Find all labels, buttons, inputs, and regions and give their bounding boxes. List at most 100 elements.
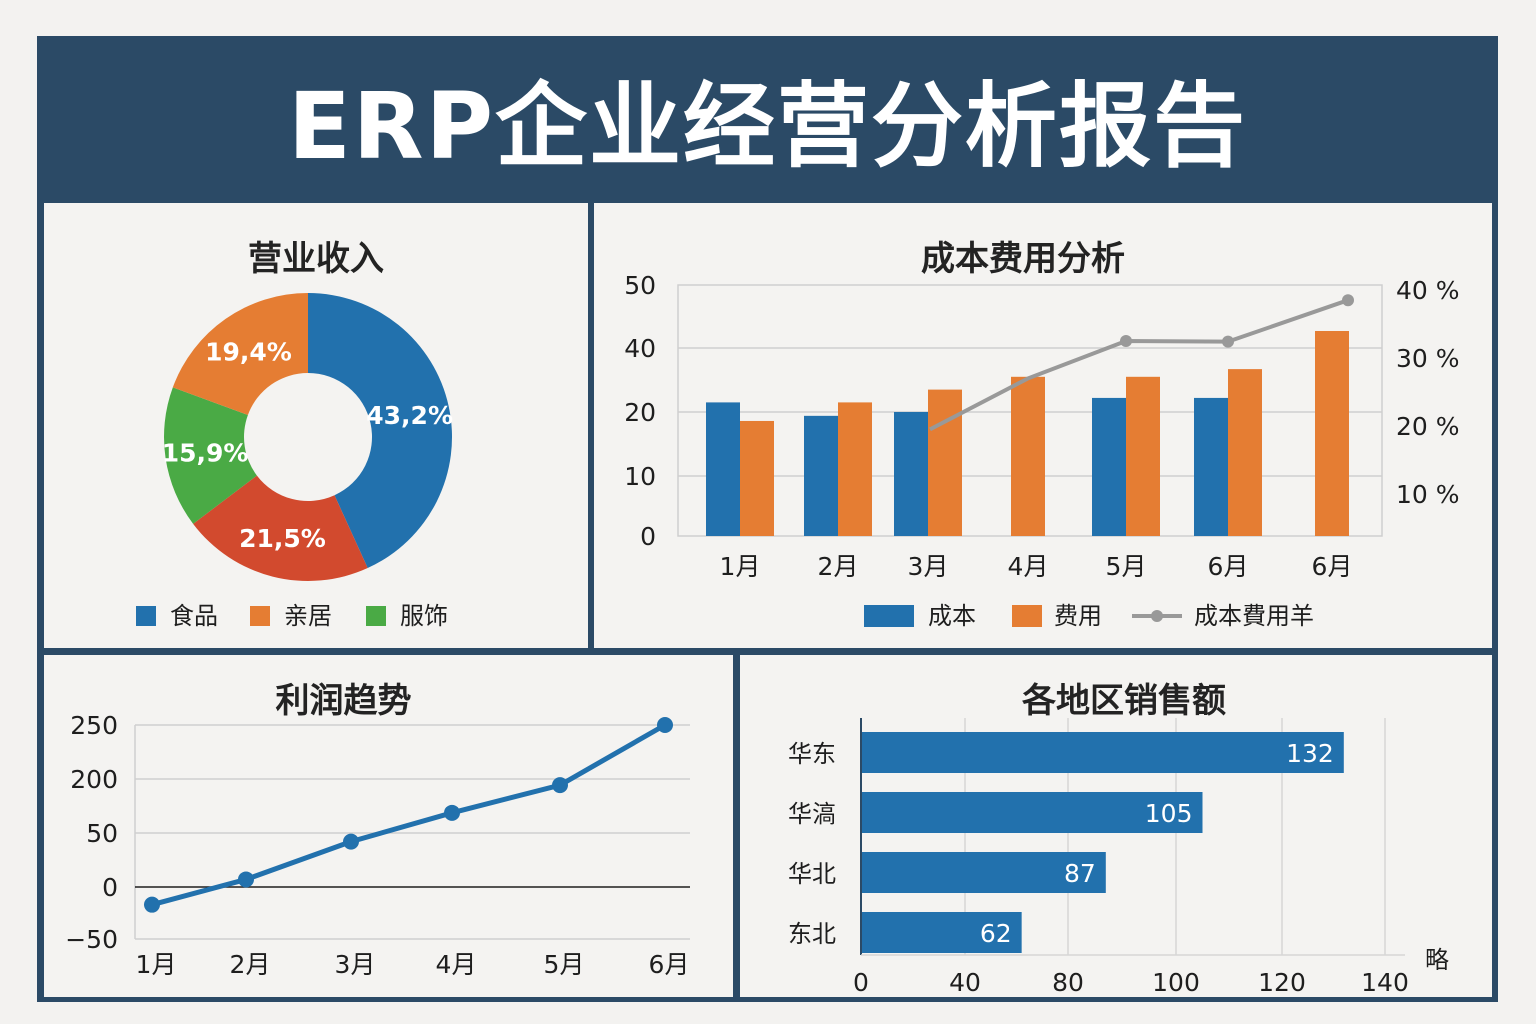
region-title: 各地区销售额 bbox=[1022, 681, 1226, 721]
profit-chart: −50 0 50 200 250 1月 2月 3月 4月 5月 6月 bbox=[65, 711, 690, 979]
profit-point bbox=[238, 871, 254, 888]
region-chart: 0 40 80 100 120 140 132 华东 105 华滈 87 华北 62 东北略 bbox=[788, 718, 1449, 997]
x-tick-label: 4月 bbox=[1008, 552, 1049, 581]
y2-tick-label: 30 % bbox=[1396, 344, 1460, 373]
x-tick-label: 3月 bbox=[908, 552, 949, 581]
x-tick-label: 5月 bbox=[1106, 552, 1147, 581]
donut-slice bbox=[308, 293, 452, 569]
bar-value-label: 87 bbox=[1064, 859, 1096, 888]
expense-bar bbox=[838, 402, 872, 536]
x-tick-label: 0 bbox=[853, 968, 869, 997]
x-tick-label: 6月 bbox=[1312, 552, 1353, 581]
cost-bar bbox=[1194, 397, 1228, 536]
region-bar bbox=[862, 912, 1022, 953]
profit-panel: 利润趋势 −50 0 50 200 250 1月 2月 3月 4月 5月 6月 bbox=[44, 655, 733, 997]
legend-label-cost: 成本 bbox=[928, 602, 976, 630]
report-title: ERP企业经营分析报告 bbox=[287, 72, 1248, 180]
x-tick-label: 1月 bbox=[720, 552, 761, 581]
donut-slice bbox=[172, 293, 308, 415]
y-tick-label: 0 bbox=[102, 873, 118, 902]
rate-point bbox=[1120, 335, 1132, 347]
legend-swatch-cost bbox=[864, 605, 914, 627]
region-bar bbox=[862, 732, 1344, 773]
slice-label: 43,2% bbox=[366, 401, 453, 430]
revenue-panel: 营业收入 43,2% 21,5% 15,9% 19,4% 食品 亲居 服饰 bbox=[44, 203, 588, 648]
y-tick-label: 200 bbox=[70, 765, 118, 794]
expense-bar bbox=[1315, 330, 1349, 536]
profit-point bbox=[657, 717, 673, 733]
cost-bar bbox=[894, 412, 928, 536]
x-tick-label: 6月 bbox=[649, 950, 690, 979]
y-tick-label: −50 bbox=[65, 925, 118, 954]
slice-label: 15,9% bbox=[162, 438, 249, 467]
legend-label: 亲居 bbox=[284, 602, 332, 630]
y2-tick-label: 40 % bbox=[1396, 276, 1460, 305]
legend-swatch-expense bbox=[1012, 605, 1042, 627]
y-tick-label: 40 bbox=[624, 334, 656, 363]
profit-point bbox=[444, 804, 460, 821]
y2-tick-label: 20 % bbox=[1396, 412, 1460, 441]
cost-bar bbox=[804, 415, 838, 536]
bar-value-label: 105 bbox=[1145, 799, 1193, 828]
legend-label: 服饰 bbox=[400, 602, 448, 630]
region-panel: 各地区销售额 0 40 80 100 120 140 132 华东 105 华滈 87 华北 62 东北略 bbox=[740, 655, 1492, 997]
x-axis-label: 略 bbox=[1425, 946, 1449, 974]
x-tick-label: 120 bbox=[1258, 968, 1306, 997]
expense-bar bbox=[740, 420, 774, 536]
y-tick-label: 50 bbox=[86, 819, 118, 848]
x-tick-label: 2月 bbox=[818, 552, 859, 581]
donut-slice bbox=[164, 387, 257, 524]
legend-swatch bbox=[366, 606, 386, 626]
y-tick-label: 10 bbox=[624, 462, 656, 491]
bar-value-label: 132 bbox=[1286, 739, 1334, 768]
rate-point bbox=[1222, 335, 1234, 348]
rate-point bbox=[1342, 294, 1354, 307]
y-tick-label: 20 bbox=[624, 398, 656, 427]
category-label: 华北 bbox=[788, 860, 836, 888]
y2-tick-label: 10 % bbox=[1396, 480, 1460, 509]
profit-line bbox=[151, 722, 667, 908]
expense-bar bbox=[928, 389, 962, 536]
x-tick-label: 40 bbox=[949, 968, 981, 997]
x-tick-label: 140 bbox=[1361, 968, 1409, 997]
donut-slice bbox=[193, 475, 368, 581]
legend-label: 食品 bbox=[170, 602, 218, 630]
x-tick-label: 100 bbox=[1152, 968, 1200, 997]
profit-title: 利润趋势 bbox=[275, 681, 412, 721]
category-label: 华东 bbox=[788, 740, 836, 768]
legend-label-expense: 费用 bbox=[1054, 602, 1102, 630]
x-tick-label: 80 bbox=[1052, 968, 1084, 997]
y-tick-label: 250 bbox=[70, 711, 118, 740]
x-tick-label: 4月 bbox=[436, 950, 477, 979]
category-label: 东北 bbox=[788, 920, 836, 948]
cost-panel: 成本费用分析 0 10 20 40 50 10 % 20 % 30 % 40 % 1月 2月 3月 4月… bbox=[594, 203, 1492, 648]
cost-bar bbox=[706, 402, 740, 536]
bar-value-label: 62 bbox=[980, 919, 1012, 948]
x-tick-label: 1月 bbox=[136, 950, 177, 979]
cost-bar bbox=[1092, 397, 1126, 536]
expense-bar bbox=[1228, 369, 1262, 536]
legend-swatch bbox=[250, 606, 270, 626]
y-tick-label: 0 bbox=[640, 522, 656, 551]
x-tick-label: 5月 bbox=[544, 950, 585, 979]
legend-marker-rate bbox=[1151, 610, 1163, 622]
expense-bar bbox=[1126, 376, 1160, 536]
y-tick-label: 50 bbox=[624, 271, 656, 300]
slice-label: 21,5% bbox=[239, 524, 326, 553]
legend-label-rate: 成本費用羊 bbox=[1194, 602, 1314, 630]
profit-point bbox=[144, 896, 160, 913]
profit-point bbox=[343, 833, 359, 850]
legend-swatch bbox=[136, 606, 156, 626]
region-bar bbox=[862, 852, 1106, 893]
cost-chart: 0 10 20 40 50 10 % 20 % 30 % 40 % 1月 2月 3月 4月 5月 6月 6月成… bbox=[624, 271, 1460, 630]
x-tick-label: 2月 bbox=[230, 950, 271, 979]
revenue-title: 营业收入 bbox=[248, 239, 384, 279]
region-bar bbox=[862, 792, 1203, 833]
expense-bar bbox=[1011, 376, 1045, 536]
cost-title: 成本费用分析 bbox=[921, 239, 1125, 279]
x-tick-label: 3月 bbox=[335, 950, 376, 979]
slice-label: 19,4% bbox=[205, 338, 292, 367]
profit-point bbox=[552, 777, 568, 794]
x-tick-label: 6月 bbox=[1208, 552, 1249, 581]
category-label: 华滈 bbox=[788, 800, 836, 828]
